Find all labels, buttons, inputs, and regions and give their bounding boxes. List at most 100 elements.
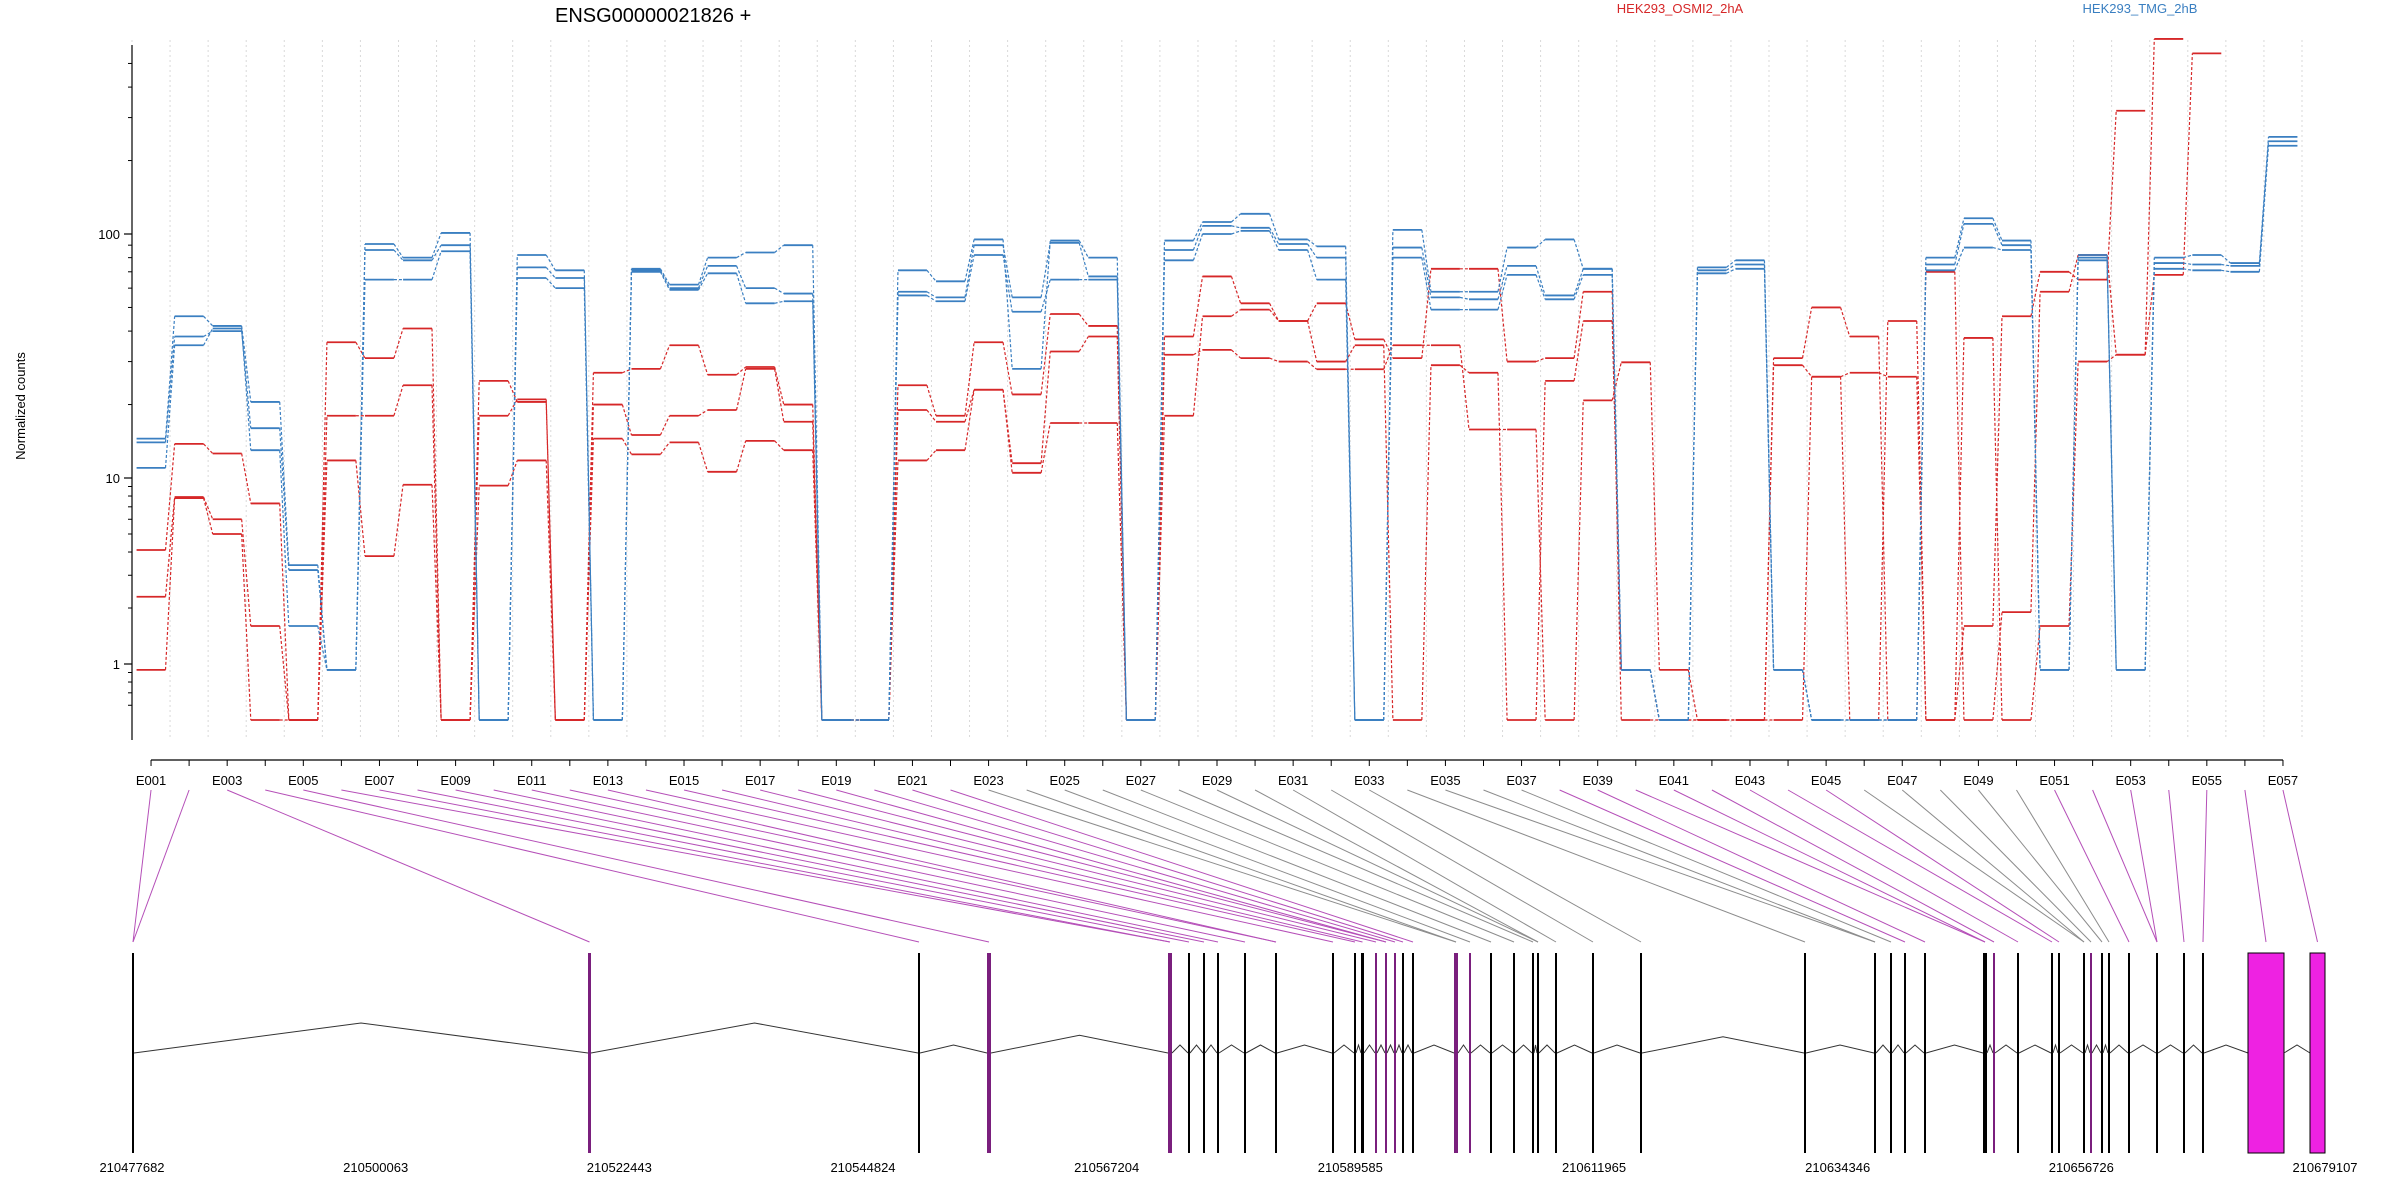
exon-connector [341,789,1171,943]
series-line [136,140,2298,721]
exon-connector [1140,789,1515,943]
series-transition [1307,361,1318,370]
series-transition [1307,320,1318,362]
exon-connector [1445,789,1876,943]
x-tick-label: E057 [2268,773,2298,788]
series-transition [1040,313,1051,395]
exon-block [588,953,591,1153]
series-transition [964,239,975,282]
intron-line [1218,1044,1245,1054]
exon-connector [1330,789,1594,943]
series-transition [507,399,518,417]
exon-block [2309,952,2326,1154]
series-transition [774,440,785,451]
series-transition [2068,254,2079,292]
series-transition [2144,38,2155,355]
series-transition [164,336,176,443]
series-transition [2030,271,2041,317]
exon-connector [950,789,1414,943]
series-transition [1497,372,1508,721]
series-transition [1307,249,1318,280]
series-transition [507,460,518,486]
series-transition [2221,269,2231,273]
exon-connector [455,789,1205,943]
series-transition [431,328,442,721]
exon-connector [1673,789,1986,943]
axes: 1 10 100 E001 E003 E005 E007 E009 E011 E013 E015 E0… [98,45,2298,788]
series-transition [697,265,709,289]
series-transition [1307,303,1318,322]
intron-line [2283,1044,2311,1054]
x-tick-label: E043 [1735,773,1765,788]
series-transition [964,389,975,451]
exon-block [2051,953,2053,1153]
series-transition [735,273,747,304]
intron-line [2084,1043,2091,1054]
x-tick-label: E017 [745,773,775,788]
series-transition [279,503,290,721]
legend: HEK293_OSMI2_2hA HEK293_TMG_2hB [1617,1,2198,16]
exon-block [1983,953,1987,1153]
intron-line [1533,1044,1538,1054]
series-transition [2144,274,2155,355]
series-transition [1573,239,1584,269]
y-axis-label: Normalized counts [13,352,28,460]
exon-connector [988,789,1457,943]
exon-connector [1254,789,1539,943]
intron-line [1925,1044,1984,1054]
series-transition [1992,316,2003,627]
exon-connector [226,789,590,943]
intron-line [2129,1044,2157,1054]
exon-connector [1064,789,1471,943]
x-tick-label: E039 [1583,773,1613,788]
series-transition [241,453,252,504]
intron-line [990,1034,1169,1054]
series-transition [1231,213,1242,223]
series-transition [1231,349,1242,359]
series-transition [1231,309,1241,317]
series-transition [1573,400,1584,721]
series-transition [2106,255,2117,670]
exon-connector [1978,789,2103,943]
series-transition [1802,364,1813,378]
series-transition [203,496,214,520]
series-transition [279,401,290,566]
genomic-coordinate-label: 210477682 [99,1160,164,1175]
exon-block [1532,953,1534,1153]
exon-block [1412,953,1414,1153]
series-transition [1840,307,1851,337]
exon-connector [2092,789,2158,943]
series-transition [203,443,214,454]
series-transition [926,291,937,298]
exon-connector [1521,789,1892,943]
series-transition [393,385,404,416]
series-transition [1992,337,2003,721]
series-transition [1040,351,1051,464]
exon-connector [683,789,1356,943]
series-transition [1497,247,1508,292]
intron-line [1556,1044,1593,1054]
series-transition [469,380,480,721]
exon-connector [303,789,990,943]
series-transition [1535,380,1546,721]
series-transition [774,300,784,304]
series-transition [1421,229,1432,292]
series-transition [241,331,252,429]
genomic-coordinate-label: 210634346 [1805,1160,1870,1175]
exon-connector [1597,789,1926,943]
series-transition [1573,274,1584,300]
series-transition [393,328,404,359]
intron-line [1470,1044,1491,1054]
exon-connector [2244,789,2267,943]
exon-block [1217,953,1219,1153]
x-tick-label: E003 [212,773,242,788]
exon-connector [645,789,1334,943]
series-transition [1801,669,1813,721]
grid-lines [131,40,2303,740]
series-transition [317,342,328,721]
series-transition [659,268,671,285]
exon-connector [798,789,1387,943]
intron-line [1276,1044,1333,1054]
x-tick-label: E051 [2039,773,2069,788]
exon-connector [1825,789,2060,943]
